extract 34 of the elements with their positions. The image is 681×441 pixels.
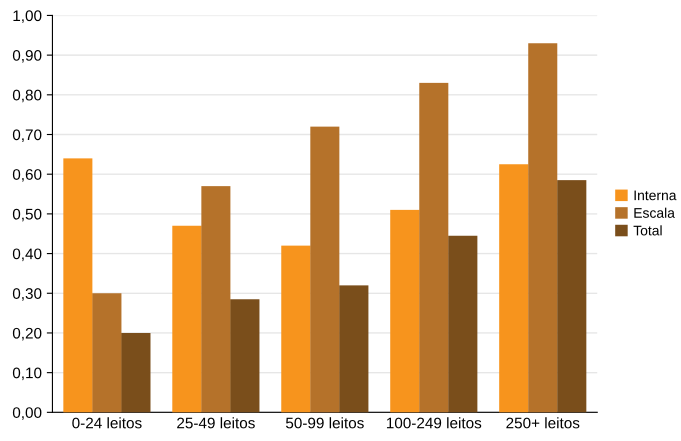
x-tick-label: 100-249 leitos	[386, 417, 482, 428]
y-tick-label: 0,80	[12, 90, 42, 102]
bar	[63, 158, 92, 412]
y-tick-label: 0,20	[12, 328, 42, 340]
bar	[419, 82, 448, 412]
y-tick-label: 0,00	[12, 407, 42, 420]
y-tick-label: 0,90	[12, 50, 42, 63]
bar	[557, 180, 586, 412]
y-tick-label: 0,30	[12, 288, 42, 301]
bar	[310, 126, 340, 412]
bar	[172, 226, 202, 412]
y-tick-label: 0,40	[12, 248, 42, 262]
x-tick-label: 50-99 leitos	[286, 417, 364, 428]
x-tick-label: 25-49 leitos	[177, 417, 255, 428]
y-tick-label: 0,60	[12, 169, 42, 182]
legend-label: Escala	[634, 208, 675, 218]
legend-label: Total	[634, 225, 662, 236]
y-tick-label: 0,70	[12, 129, 42, 142]
bar	[499, 164, 528, 412]
y-tick-label: 0,50	[12, 208, 42, 222]
bar	[528, 43, 558, 412]
bar	[339, 285, 368, 412]
legend-label: Interna	[634, 190, 676, 200]
bar	[230, 299, 260, 412]
bar	[201, 186, 230, 412]
bar	[92, 293, 122, 412]
bar	[281, 246, 310, 412]
bar	[121, 332, 150, 412]
bar	[448, 236, 478, 412]
bar	[390, 210, 420, 412]
x-tick-label: 250+ leitos	[506, 417, 580, 428]
y-tick-label: 0,10	[12, 368, 42, 380]
x-tick-label: 0-24 leitos	[72, 417, 142, 428]
y-tick-label: 1,00	[13, 10, 42, 23]
